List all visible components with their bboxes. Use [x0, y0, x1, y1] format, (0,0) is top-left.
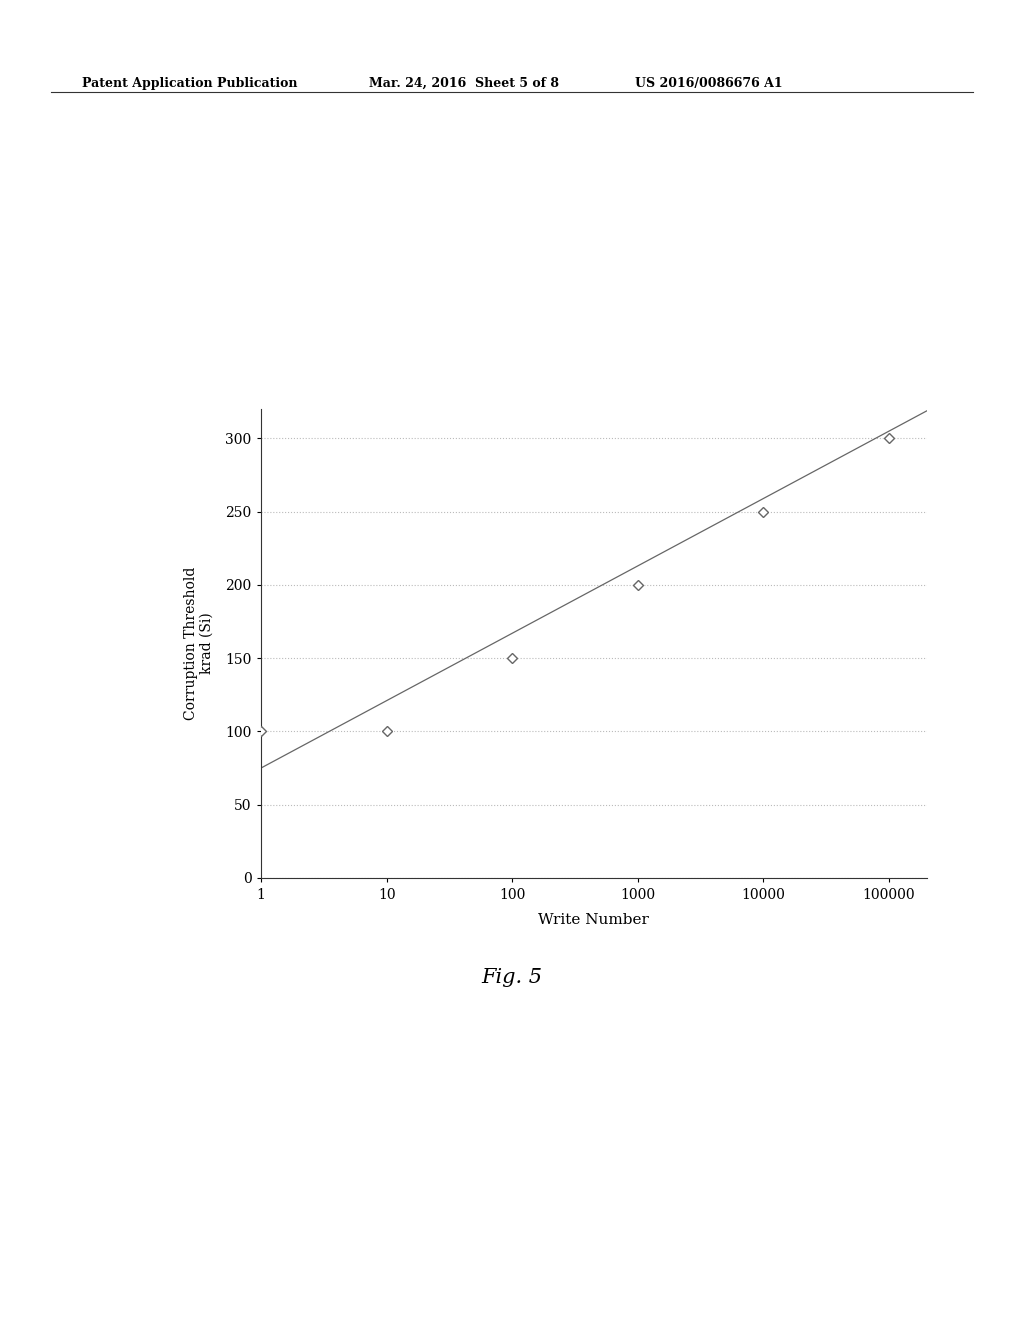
Text: Fig. 5: Fig. 5: [481, 969, 543, 987]
Y-axis label: Corruption Threshold
krad (Si): Corruption Threshold krad (Si): [183, 566, 214, 721]
X-axis label: Write Number: Write Number: [539, 912, 649, 927]
Text: US 2016/0086676 A1: US 2016/0086676 A1: [635, 77, 782, 90]
Text: Mar. 24, 2016  Sheet 5 of 8: Mar. 24, 2016 Sheet 5 of 8: [369, 77, 559, 90]
Text: Patent Application Publication: Patent Application Publication: [82, 77, 297, 90]
